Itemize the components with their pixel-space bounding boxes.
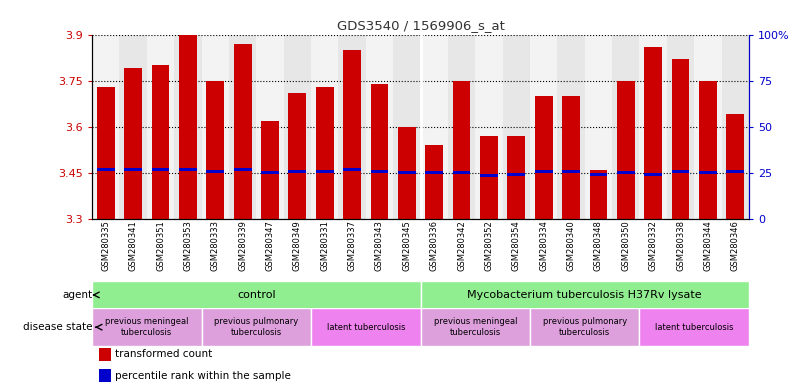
Bar: [535, 170, 553, 173]
Bar: [453, 171, 470, 174]
Bar: [694, 35, 722, 219]
Bar: [530, 35, 557, 219]
Bar: [207, 81, 224, 219]
Text: Mycobacterium tuberculosis H37Rv lysate: Mycobacterium tuberculosis H37Rv lysate: [468, 290, 702, 300]
Bar: [671, 170, 690, 173]
Bar: [639, 35, 666, 219]
Bar: [644, 47, 662, 219]
Bar: [311, 35, 339, 219]
Bar: [256, 35, 284, 219]
Bar: [343, 168, 361, 171]
Bar: [671, 59, 690, 219]
Bar: [398, 127, 416, 219]
Bar: [92, 308, 202, 346]
Text: previous pulmonary
tuberculosis: previous pulmonary tuberculosis: [214, 318, 299, 337]
Title: GDS3540 / 1569906_s_at: GDS3540 / 1569906_s_at: [336, 19, 505, 32]
Text: previous meningeal
tuberculosis: previous meningeal tuberculosis: [433, 318, 517, 337]
Bar: [147, 35, 175, 219]
Bar: [425, 171, 443, 174]
Bar: [234, 168, 252, 171]
Bar: [612, 35, 639, 219]
Text: agent: agent: [62, 290, 92, 300]
Bar: [179, 168, 197, 171]
Bar: [343, 50, 361, 219]
Bar: [727, 170, 744, 173]
Bar: [590, 170, 607, 219]
Text: latent tuberculosis: latent tuberculosis: [327, 323, 405, 332]
Bar: [371, 84, 388, 219]
Bar: [585, 35, 612, 219]
Bar: [421, 35, 448, 219]
Bar: [475, 35, 503, 219]
Bar: [261, 121, 279, 219]
Bar: [316, 170, 334, 173]
Bar: [421, 281, 749, 309]
Bar: [421, 308, 530, 346]
Bar: [727, 114, 744, 219]
Bar: [617, 171, 634, 174]
Text: transformed count: transformed count: [115, 349, 212, 359]
Bar: [202, 308, 311, 346]
Text: control: control: [237, 290, 276, 300]
Bar: [530, 308, 639, 346]
Bar: [639, 308, 749, 346]
Bar: [644, 173, 662, 176]
Bar: [119, 35, 147, 219]
Bar: [722, 35, 749, 219]
Bar: [124, 68, 142, 219]
Bar: [339, 35, 366, 219]
Bar: [366, 35, 393, 219]
Bar: [699, 81, 717, 219]
Bar: [503, 35, 530, 219]
Bar: [179, 35, 197, 219]
Bar: [480, 136, 498, 219]
Bar: [234, 44, 252, 219]
Bar: [207, 170, 224, 173]
Bar: [92, 281, 421, 309]
Bar: [448, 35, 475, 219]
Bar: [202, 35, 229, 219]
Bar: [480, 174, 498, 177]
Bar: [666, 35, 694, 219]
Bar: [229, 35, 256, 219]
Bar: [99, 369, 111, 382]
Bar: [535, 96, 553, 219]
Bar: [311, 308, 421, 346]
Bar: [97, 87, 115, 219]
Bar: [398, 171, 416, 174]
Text: percentile rank within the sample: percentile rank within the sample: [115, 371, 291, 381]
Bar: [175, 35, 202, 219]
Bar: [97, 168, 115, 171]
Bar: [151, 168, 170, 171]
Bar: [562, 170, 580, 173]
Bar: [557, 35, 585, 219]
Bar: [507, 136, 525, 219]
Bar: [393, 35, 421, 219]
Bar: [151, 65, 170, 219]
Bar: [699, 171, 717, 174]
Bar: [92, 35, 119, 219]
Bar: [316, 87, 334, 219]
Bar: [371, 170, 388, 173]
Bar: [453, 81, 470, 219]
Bar: [617, 81, 634, 219]
Text: disease state: disease state: [22, 322, 92, 332]
Bar: [124, 168, 142, 171]
Text: previous pulmonary
tuberculosis: previous pulmonary tuberculosis: [542, 318, 627, 337]
Text: previous meningeal
tuberculosis: previous meningeal tuberculosis: [105, 318, 188, 337]
Bar: [590, 173, 607, 176]
Bar: [425, 145, 443, 219]
Bar: [99, 348, 111, 361]
Bar: [261, 171, 279, 174]
Bar: [288, 93, 306, 219]
Bar: [284, 35, 311, 219]
Bar: [562, 96, 580, 219]
Bar: [288, 170, 306, 173]
Bar: [507, 173, 525, 176]
Text: latent tuberculosis: latent tuberculosis: [655, 323, 734, 332]
